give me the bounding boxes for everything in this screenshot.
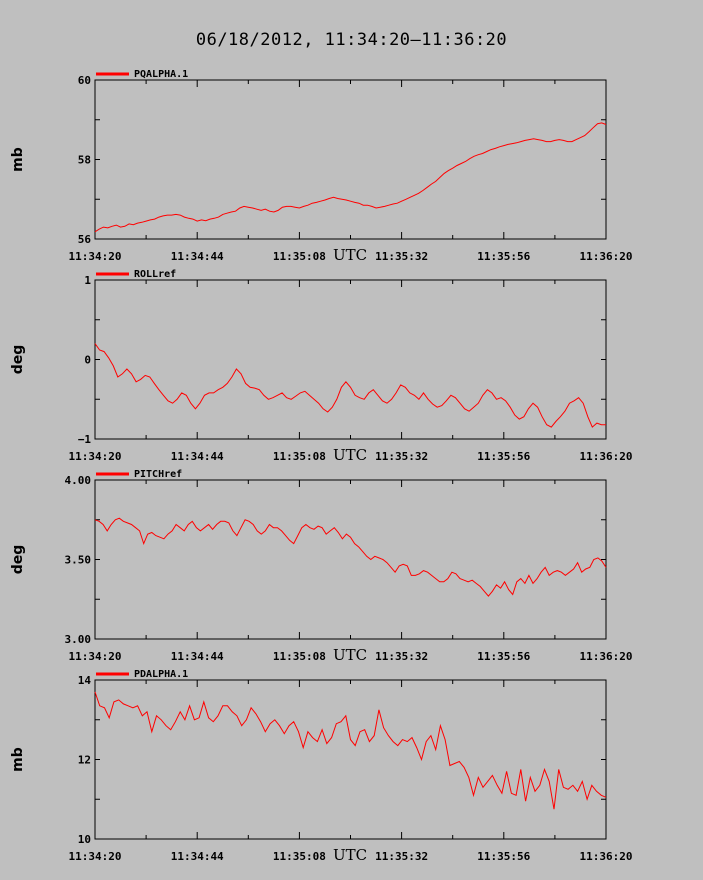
panel-3-xtick-label: 11:35:32 <box>375 650 428 663</box>
panel-4-series-line <box>94 691 607 810</box>
panel-1-ytick-label: 58 <box>78 154 91 167</box>
panel-2-ytick-label: 1 <box>84 274 91 287</box>
panel-4-xtick-label: 11:35:56 <box>477 850 530 863</box>
panel-3-ytick-label: 3.50 <box>65 554 92 567</box>
panel-2-xtick-label: 11:35:32 <box>375 450 428 463</box>
panel-2-xtick-label: 11:35:08 <box>273 450 326 463</box>
panel-2-series-line <box>94 343 606 428</box>
panel-1-xtick-label: 11:35:32 <box>375 250 428 263</box>
panel-2-xtick-label: 11:34:44 <box>171 450 224 463</box>
panel-1-xtick-label: 11:34:20 <box>69 250 122 263</box>
panel-1-ytick-label: 60 <box>78 74 91 87</box>
panel-1-xtick-label: 11:34:44 <box>171 250 224 263</box>
panel-3-ytick-label: 4.00 <box>65 474 92 487</box>
panel-1-xaxis-label: UTC <box>333 246 367 264</box>
panel-3-xaxis-label: UTC <box>333 646 367 664</box>
panel-1-ytick-label: 56 <box>78 233 92 246</box>
panel-4-legend-label: PDALPHA.1 <box>134 669 188 680</box>
panel-4-xtick-label: 11:35:08 <box>273 850 326 863</box>
panel-3-xtick-label: 11:35:56 <box>477 650 530 663</box>
panel-1-xtick-label: 11:35:56 <box>477 250 530 263</box>
panel-3-yaxis-label: deg <box>10 545 26 575</box>
panel-1-yaxis-label: mb <box>10 147 26 172</box>
panel-3-xtick-label: 11:34:20 <box>69 650 122 663</box>
panel-2-ytick-label: 0 <box>84 354 91 367</box>
panel-2-xaxis-label: UTC <box>333 446 367 464</box>
panel-2-xtick-label: 11:36:20 <box>580 450 633 463</box>
panel-4-ytick-label: 10 <box>78 833 91 846</box>
panel-2-legend-label: ROLLref <box>134 269 176 280</box>
panel-2-ytick-label: −1 <box>78 433 92 446</box>
panel-4-xtick-label: 11:34:20 <box>69 850 122 863</box>
panel-4-plot-frame <box>94 679 607 840</box>
panel-3-xtick-label: 11:34:44 <box>171 650 224 663</box>
panel-4-xtick-label: 11:35:32 <box>375 850 428 863</box>
panel-2-plot-frame <box>94 279 607 440</box>
panel-3-xtick-label: 11:36:20 <box>580 650 633 663</box>
panel-4-ytick-label: 12 <box>78 754 91 767</box>
panel-4-xtick-label: 11:36:20 <box>580 850 633 863</box>
panel-1-series-line <box>94 122 607 233</box>
panel-3-ytick-label: 3.00 <box>65 633 92 646</box>
panel-2-xtick-label: 11:35:56 <box>477 450 530 463</box>
panel-3-legend-label: PITCHref <box>134 469 182 480</box>
panel-3-series-line <box>94 517 607 597</box>
panel-4-xaxis-label: UTC <box>333 846 367 864</box>
panel-1-xtick-label: 11:36:20 <box>580 250 633 263</box>
panel-4-xtick-label: 11:34:44 <box>171 850 224 863</box>
panel-2-yaxis-label: deg <box>10 345 26 375</box>
panel-1-xtick-label: 11:35:08 <box>273 250 326 263</box>
panel-3-plot-frame <box>94 479 607 640</box>
panel-4-yaxis-label: mb <box>10 747 26 772</box>
panel-3-xtick-label: 11:35:08 <box>273 650 326 663</box>
panel-2-xtick-label: 11:34:20 <box>69 450 122 463</box>
chart-title: 06/18/2012, 11:34:20–11:36:20 <box>195 30 508 50</box>
panel-1-legend-label: PQALPHA.1 <box>134 69 188 80</box>
panel-4-ytick-label: 14 <box>78 674 92 687</box>
